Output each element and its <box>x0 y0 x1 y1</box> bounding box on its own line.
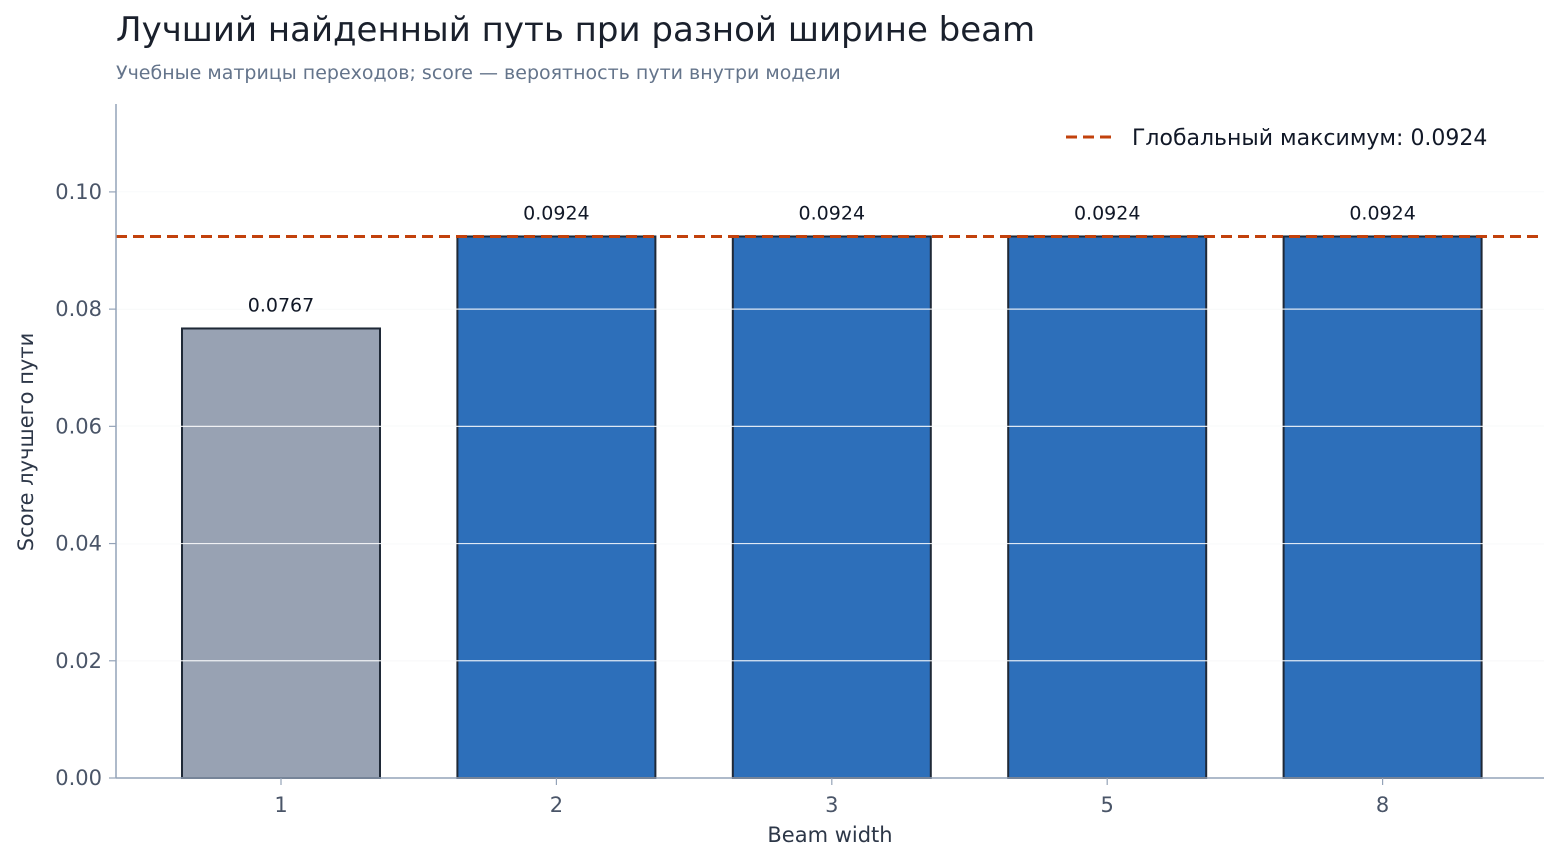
bar-value-label: 0.0767 <box>248 294 314 316</box>
bar-value-label: 0.0924 <box>799 202 865 224</box>
data-labels: 0.0767 0.0924 0.0924 0.0924 0.0924 <box>248 202 1416 316</box>
chart-title: Лучший найденный путь при разной ширине … <box>116 10 1036 50</box>
y-tick-label: 0.06 <box>55 414 102 438</box>
bar <box>731 235 932 780</box>
y-tick-label: 0.00 <box>55 766 102 790</box>
bar-value-label: 0.0924 <box>1349 202 1415 224</box>
x-tick-label: 3 <box>825 793 838 817</box>
y-tick-label: 0.08 <box>55 297 102 321</box>
bar-value-label: 0.0924 <box>523 202 589 224</box>
x-axis-label: Beam width <box>767 823 892 847</box>
y-tick-label: 0.02 <box>55 649 102 673</box>
axes: 0.00 0.02 0.04 0.06 0.08 0.10 1 2 3 5 8 Beam width S… <box>14 104 1544 847</box>
chart-subtitle: Учебные матрицы переходов; score — вероя… <box>116 62 841 84</box>
bar <box>1007 235 1208 780</box>
y-tick-label: 0.10 <box>55 180 102 204</box>
x-tick-label: 1 <box>274 793 287 817</box>
legend: Глобальный максимум: 0.0924 <box>1066 126 1487 151</box>
grid-overlay <box>116 191 1544 662</box>
bar <box>456 235 657 780</box>
bars <box>181 235 1483 780</box>
legend-label: Глобальный максимум: 0.0924 <box>1132 126 1487 151</box>
y-tick-label: 0.04 <box>55 532 102 556</box>
y-axis-label: Score лучшего пути <box>14 333 38 551</box>
bar <box>181 327 381 779</box>
x-tick-label: 5 <box>1101 793 1114 817</box>
bar-value-label: 0.0924 <box>1074 202 1140 224</box>
bar <box>1282 235 1483 780</box>
x-tick-label: 8 <box>1376 793 1389 817</box>
x-tick-label: 2 <box>550 793 563 817</box>
